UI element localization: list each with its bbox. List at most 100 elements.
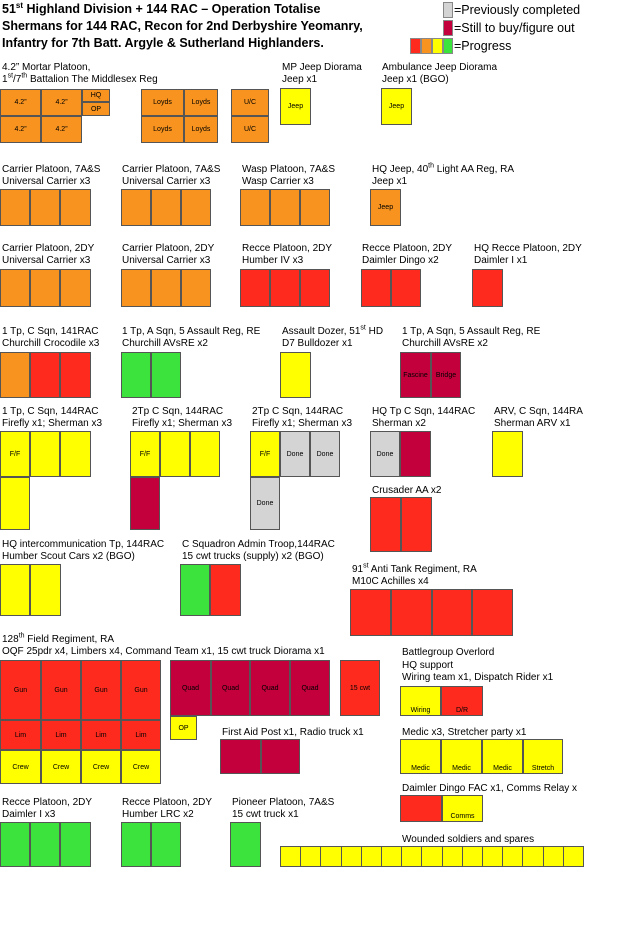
arv-block bbox=[492, 431, 523, 477]
wounded-block bbox=[341, 846, 362, 867]
limber-block: Lim bbox=[41, 720, 81, 750]
medic-block: Medic bbox=[482, 739, 523, 774]
crocodile-label: 1 Tp, C Sqn, 141RAC Churchill Crocodile x… bbox=[2, 326, 100, 349]
mortar-hq-block: HQ bbox=[82, 89, 110, 102]
dispatch-rider-block: D/R bbox=[441, 686, 483, 716]
sherman-block bbox=[0, 477, 30, 530]
humber-block bbox=[300, 269, 330, 307]
recce-daimler-label: Recce Platoon, 2DY Daimler I x3 bbox=[2, 797, 93, 820]
quad-block: Quad bbox=[211, 660, 250, 716]
hq-jeep-block: Jeep bbox=[370, 189, 401, 226]
legend-swatch-yellow bbox=[432, 38, 443, 54]
hq-intercom-label: HQ intercommunication Tp, 144RAC Humber S… bbox=[2, 539, 165, 562]
universal-carrier-block: U/C bbox=[231, 116, 269, 143]
crew-block: Crew bbox=[81, 750, 121, 784]
first-aid-block bbox=[220, 739, 261, 774]
carrier-platoon-7as-label: Carrier Platoon, 7A&S Universal Carrier x… bbox=[2, 164, 101, 187]
sherman-block bbox=[400, 431, 431, 477]
sherman-block bbox=[190, 431, 220, 477]
mortar-block: 4.2” bbox=[0, 89, 41, 116]
legend-swatch-red bbox=[410, 38, 421, 54]
humber-block bbox=[240, 269, 270, 307]
ambulance-jeep-label: Ambulance Jeep Diorama Jeep x1 (BGO) bbox=[382, 62, 498, 85]
quad-block: Quad bbox=[290, 660, 330, 716]
quad-block: Quad bbox=[250, 660, 290, 716]
troop1-label: 1 Tp, C Sqn, 144RAC Firefly x1; Sherman x… bbox=[2, 406, 103, 429]
mortar-op-block: OP bbox=[82, 102, 110, 116]
achilles-block bbox=[350, 589, 391, 636]
hq-recce-label: HQ Recce Platoon, 2DY Daimler I x1 bbox=[474, 243, 582, 266]
bridge-block: Bridge bbox=[431, 352, 461, 398]
gun-block: Gun bbox=[41, 660, 81, 720]
sherman-block bbox=[130, 477, 160, 530]
truck-15cwt-block: 15 cwt bbox=[340, 660, 380, 716]
ambulance-jeep-block: Jeep bbox=[381, 88, 412, 125]
daimler-block bbox=[60, 822, 91, 867]
carrier-platoon-7as-label: Carrier Platoon, 7A&S Universal Carrier x… bbox=[122, 164, 221, 187]
loyds-block: Loyds bbox=[184, 89, 218, 116]
first-aid-label: First Aid Post x1, Radio truck x1 bbox=[222, 727, 364, 738]
crew-block: Crew bbox=[41, 750, 81, 784]
medic-label: Medic x3, Stretcher party x1 bbox=[402, 727, 527, 738]
sherman-block bbox=[160, 431, 190, 477]
pioneer-truck-block bbox=[230, 822, 261, 867]
wounded-block bbox=[381, 846, 402, 867]
wiring-block: Wiring bbox=[400, 686, 441, 716]
carrier-block bbox=[121, 189, 151, 226]
truck-block bbox=[210, 564, 241, 616]
wasp-platoon-label: Wasp Platoon, 7A&S Wasp Carrier x3 bbox=[242, 164, 336, 187]
crusader-label: Crusader AA x2 bbox=[372, 485, 442, 496]
loyds-block: Loyds bbox=[184, 116, 218, 143]
daimler-block bbox=[472, 269, 503, 307]
sherman-block bbox=[60, 431, 91, 477]
gun-block: Gun bbox=[81, 660, 121, 720]
carrier-block bbox=[121, 269, 151, 307]
avre-a-label: 1 Tp, A Sqn, 5 Assault Reg, RE Churchill … bbox=[122, 326, 261, 349]
wounded-block bbox=[361, 846, 382, 867]
hq-troop-label: HQ Tp C Sqn, 144RAC Sherman x2 bbox=[372, 406, 476, 429]
universal-carrier-block: U/C bbox=[231, 89, 269, 116]
recce-lrc-label: Recce Platoon, 2DY Humber LRC x2 bbox=[122, 797, 213, 820]
mortar-block: 4.2” bbox=[41, 89, 82, 116]
gun-block: Gun bbox=[121, 660, 161, 720]
troop2b-label: 2Tp C Sqn, 144RAC Firefly x1; Sherman x3 bbox=[252, 406, 353, 429]
legend-swatch-green bbox=[443, 38, 453, 54]
carrier-block bbox=[30, 189, 60, 226]
achilles-block bbox=[391, 589, 432, 636]
firefly-block: F/F bbox=[250, 431, 280, 477]
dingo-fac-label: Daimler Dingo FAC x1, Comms Relay x bbox=[402, 783, 578, 794]
wounded-block bbox=[320, 846, 342, 867]
wounded-block bbox=[300, 846, 321, 867]
mp-jeep-block: Jeep bbox=[280, 88, 311, 125]
achilles-block bbox=[432, 589, 472, 636]
comms-relay-block: Comms bbox=[442, 795, 483, 822]
wasp-block bbox=[240, 189, 270, 226]
mortar-block: 4.2” bbox=[0, 116, 41, 143]
legend-swatch-maroon bbox=[443, 20, 453, 36]
limber-block: Lim bbox=[81, 720, 121, 750]
hq-jeep-label: HQ Jeep, 40th Light AA Reg, RA Jeep x1 bbox=[372, 162, 515, 187]
page-title: 51st Highland Division + 144 RAC – Opera… bbox=[2, 0, 363, 50]
humber-block bbox=[270, 269, 300, 307]
sherman-done-block: Done bbox=[310, 431, 340, 477]
carrier-block bbox=[181, 189, 211, 226]
crocodile-block bbox=[0, 352, 30, 398]
admin-troop-label: C Squadron Admin Troop,144RAC 15 cwt truc… bbox=[182, 539, 335, 562]
dingo-fac-block bbox=[400, 795, 442, 822]
lrc-block bbox=[121, 822, 151, 867]
arv-label: ARV, C Sqn, 144RA Sherman ARV x1 bbox=[494, 406, 583, 429]
fascine-block: Fascine bbox=[400, 352, 431, 398]
wounded-block bbox=[442, 846, 463, 867]
dingo-block bbox=[361, 269, 391, 307]
anti-tank-label: 91st Anti Tank Regiment, RA M10C Achille… bbox=[352, 562, 477, 587]
wounded-block bbox=[482, 846, 503, 867]
op-block: OP bbox=[170, 716, 197, 740]
daimler-block bbox=[0, 822, 30, 867]
sherman-done-block: Done bbox=[280, 431, 310, 477]
carrier-block bbox=[0, 269, 30, 307]
mortar-platoon-label: 4.2” Mortar Platoon, 1st/7th Battalion T… bbox=[2, 62, 158, 85]
daimler-block bbox=[30, 822, 60, 867]
lrc-block bbox=[151, 822, 181, 867]
crew-block: Crew bbox=[0, 750, 41, 784]
achilles-block bbox=[472, 589, 513, 636]
